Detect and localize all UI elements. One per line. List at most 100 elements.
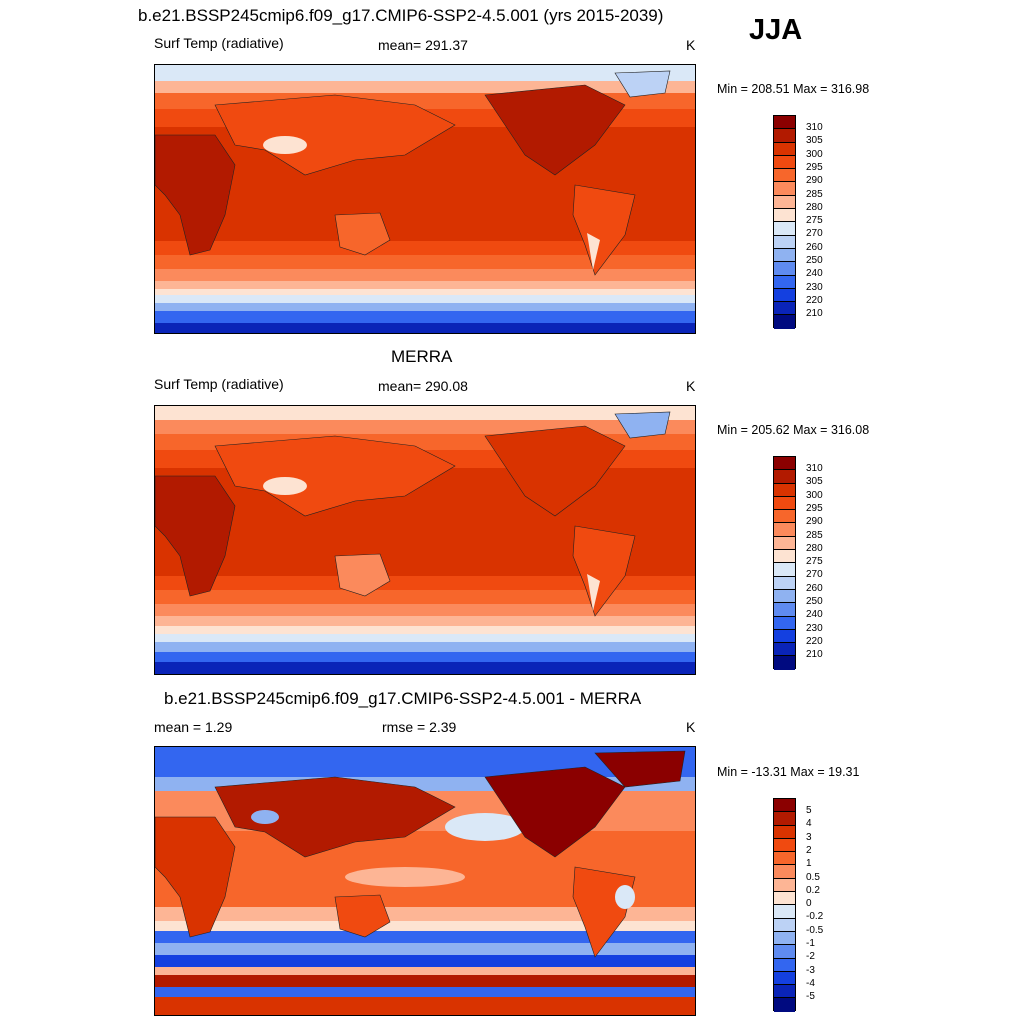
panel2-mean-label: mean= 290.08 — [378, 378, 468, 394]
panel2-units: K — [686, 378, 696, 394]
panel1-colorbar-swatch — [774, 169, 795, 183]
panel1-colorbar-swatch — [774, 209, 795, 223]
panel2-colorbar-swatch — [774, 576, 795, 590]
colorbar-tick-label: 260 — [806, 582, 823, 594]
colorbar-tick-label: 295 — [806, 161, 823, 173]
panel3-colorbar-swatch — [774, 838, 795, 853]
colorbar-tick-label: 300 — [806, 489, 823, 501]
panel2-colorbar-swatch — [774, 470, 795, 484]
panel3-colorbar-swatch — [774, 985, 795, 999]
panel1-colorbar-swatch — [774, 155, 795, 170]
colorbar-tick-label: 3 — [806, 831, 812, 843]
panel1-map — [154, 64, 696, 334]
panel1-title: b.e21.BSSP245cmip6.f09_g17.CMIP6-SSP2-4.… — [138, 6, 664, 25]
panel2-colorbar-swatch — [774, 550, 795, 564]
colorbar-tick-label: 305 — [806, 476, 823, 488]
colorbar-tick-label: -2 — [806, 951, 815, 963]
panel2-variable-label: Surf Temp (radiative) — [154, 376, 284, 392]
colorbar-tick-label: -0.2 — [806, 911, 824, 923]
colorbar-tick-label: 240 — [806, 609, 823, 621]
colorbar-tick-label: 220 — [806, 294, 823, 306]
colorbar-tick-label: 220 — [806, 635, 823, 647]
panel2-colorbar-swatch — [774, 656, 795, 670]
panel2-colorbar-swatch — [774, 536, 795, 551]
colorbar-tick-label: 310 — [806, 122, 823, 133]
panel1-mean-label: mean= 291.37 — [378, 37, 468, 53]
panel2-map-field — [155, 406, 695, 674]
colorbar-tick-label: -5 — [806, 991, 815, 1003]
colorbar-tick-label: 275 — [806, 215, 823, 227]
panel3-colorbar-swatch — [774, 971, 795, 986]
panel3-mean-label: mean = 1.29 — [154, 719, 233, 735]
panel3-colorbar-swatch — [774, 998, 795, 1012]
panel3-rmse-label: rmse = 2.39 — [382, 719, 457, 735]
colorbar-tick-label: 305 — [806, 135, 823, 147]
panel1-colorbar-swatch — [774, 248, 795, 263]
panel3-map-field — [155, 747, 695, 1015]
colorbar-tick-label: 230 — [806, 622, 823, 634]
colorbar-tick-label: 210 — [806, 649, 823, 661]
panel3-colorbar-swatch — [774, 812, 795, 826]
colorbar-tick-label: 260 — [806, 241, 823, 253]
panel2-colorbar-swatch — [774, 483, 795, 497]
panel1-colorbar-swatch — [774, 315, 795, 329]
colorbar-tick-label: -1 — [806, 938, 815, 949]
colorbar-tick-label: 280 — [806, 542, 823, 554]
panel1-colorbar-swatch — [774, 302, 795, 316]
colorbar-tick-label: 300 — [806, 148, 823, 160]
panel2-colorbar-swatch — [774, 523, 795, 537]
colorbar-tick-label: 250 — [806, 596, 823, 607]
panel2-colorbar-swatch — [774, 616, 795, 630]
colorbar-tick-label: 290 — [806, 516, 823, 528]
panel1-colorbar-swatch — [774, 129, 795, 143]
colorbar-tick-label: 270 — [806, 569, 823, 581]
panel3-colorbar-swatch — [774, 958, 795, 972]
colorbar-tick-label: 310 — [806, 463, 823, 474]
panel1-colorbar-swatch — [774, 182, 795, 196]
colorbar-tick-label: -3 — [806, 964, 815, 976]
colorbar-tick-label: 285 — [806, 188, 823, 200]
panel3-colorbar-swatch — [774, 799, 795, 813]
panel2-colorbar-swatch — [774, 629, 795, 644]
colorbar-tick-label: 210 — [806, 308, 823, 320]
panel2-colorbar-swatch — [774, 643, 795, 657]
panel3-colorbar-swatch — [774, 931, 795, 946]
colorbar-tick-label: 270 — [806, 228, 823, 240]
panel3-colorbar-swatch — [774, 892, 795, 906]
panel1-variable-label: Surf Temp (radiative) — [154, 35, 284, 51]
colorbar-tick-label: 230 — [806, 281, 823, 293]
panel2-map — [154, 405, 696, 675]
panel1-map-field — [155, 65, 695, 333]
panel1-colorbar-swatch — [774, 116, 795, 130]
colorbar-tick-label: 290 — [806, 175, 823, 187]
colorbar-tick-label: 295 — [806, 502, 823, 514]
panel2-colorbar-swatch — [774, 589, 795, 604]
colorbar-tick-label: 4 — [806, 818, 812, 830]
panel2-colorbar-swatch — [774, 496, 795, 511]
colorbar-tick-label: 285 — [806, 529, 823, 541]
panel2-colorbar — [773, 456, 796, 670]
panel1-colorbar-swatch — [774, 288, 795, 303]
season-label: JJA — [749, 14, 803, 46]
panel1-units: K — [686, 37, 696, 53]
panel3-colorbar-swatch — [774, 865, 795, 879]
colorbar-tick-label: -0.5 — [806, 924, 824, 936]
colorbar-tick-label: 0 — [806, 898, 812, 910]
panel2-colorbar-swatch — [774, 563, 795, 577]
panel3-colorbar — [773, 798, 796, 1012]
panel1-colorbar — [773, 115, 796, 329]
panel2-minmax: Min = 205.62 Max = 316.08 — [717, 423, 870, 437]
colorbar-tick-label: -4 — [806, 977, 815, 989]
panel1-colorbar-swatch — [774, 195, 795, 210]
colorbar-tick-label: 1 — [806, 858, 812, 870]
panel3-minmax: Min = -13.31 Max = 19.31 — [717, 765, 860, 779]
colorbar-tick-label: 275 — [806, 556, 823, 568]
panel3-colorbar-swatch — [774, 905, 795, 919]
panel1-colorbar-swatch — [774, 142, 795, 156]
panel3-map — [154, 746, 696, 1016]
panel1-colorbar-swatch — [774, 235, 795, 249]
panel3-colorbar-swatch — [774, 945, 795, 959]
panel2-colorbar-swatch — [774, 510, 795, 524]
colorbar-tick-label: 5 — [806, 805, 812, 816]
colorbar-tick-label: 280 — [806, 201, 823, 213]
